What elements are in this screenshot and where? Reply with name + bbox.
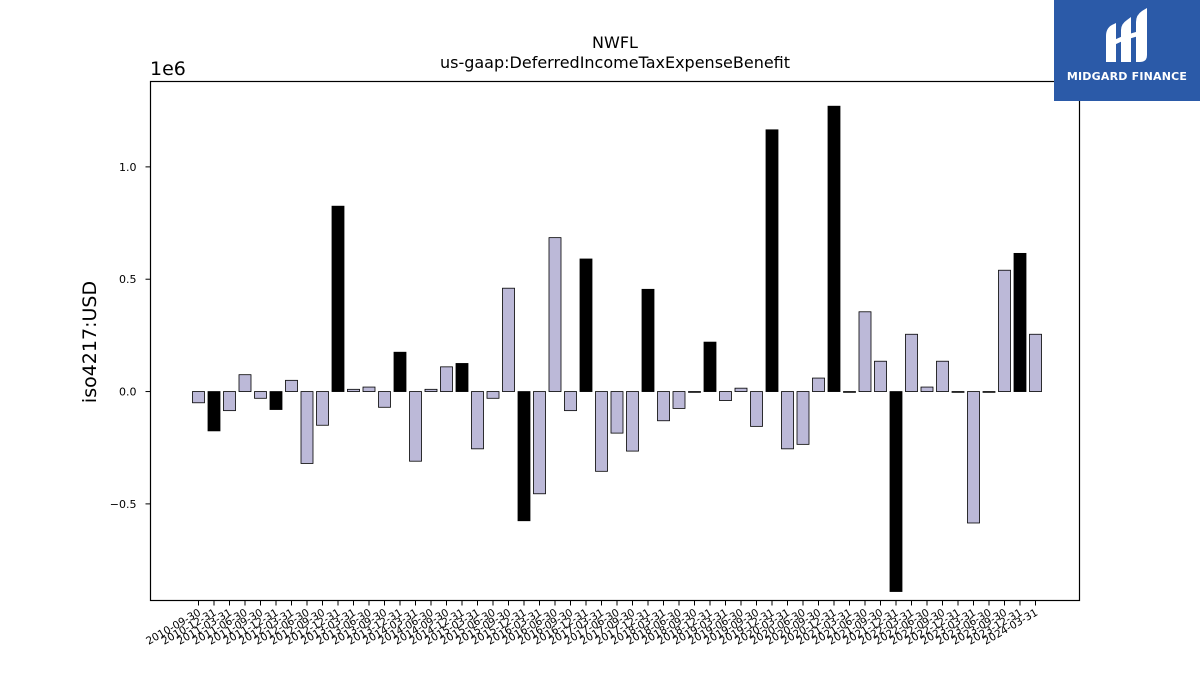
bar-2022-03-31 <box>905 333 918 392</box>
bar-2016-12-31 <box>579 258 593 392</box>
bar-2019-12-31 <box>765 129 779 392</box>
y-tick-label: 1.0 <box>119 161 137 174</box>
bar-2022-09-30 <box>936 360 949 392</box>
bar-2021-06-30 <box>858 311 872 392</box>
y-tick-label: 0.0 <box>119 386 137 399</box>
bar-2021-09-30 <box>874 360 887 392</box>
bar-2018-12-31 <box>703 341 717 392</box>
bar-2010-12-31 <box>207 391 221 432</box>
bar-2019-03-31 <box>719 391 732 401</box>
bar-2018-03-31 <box>657 391 670 422</box>
logo-text: MIDGARD FINANCE <box>1066 70 1188 83</box>
bar-2020-09-30 <box>812 377 825 392</box>
brand-logo: MIDGARD FINANCE <box>1054 0 1200 101</box>
bar-2014-06-30 <box>424 388 438 392</box>
bar-2015-06-30 <box>486 391 500 399</box>
bar-2016-03-31 <box>533 391 546 495</box>
bar-2020-12-31 <box>827 105 841 392</box>
bar-2013-03-31 <box>347 388 360 392</box>
midgard-logo-icon <box>1106 8 1147 62</box>
bar-2019-06-30 <box>734 387 748 392</box>
bar-2017-09-30 <box>626 391 639 452</box>
y-axis-label: iso4217:USD <box>79 281 101 403</box>
bar-2022-06-30 <box>920 386 934 392</box>
x-ticks-group: 2010-09-302010-12-312011-03-312011-06-30… <box>144 600 1040 648</box>
bar-2021-03-31 <box>843 391 856 393</box>
bar-2013-12-31 <box>393 351 407 392</box>
bar-2014-12-31 <box>455 363 469 392</box>
bar-2017-03-31 <box>595 391 608 472</box>
bar-2011-09-30 <box>254 391 267 399</box>
y-tick-label: −0.5 <box>110 498 137 511</box>
y-offset-label: 1e6 <box>150 58 186 80</box>
bar-2020-03-31 <box>781 391 794 450</box>
y-ticks-group: −0.5 0.0 0.5 1.0 <box>110 161 151 511</box>
bar-2021-12-31 <box>889 391 903 592</box>
bar-2012-03-31 <box>285 379 298 392</box>
bar-2014-03-31 <box>409 391 422 462</box>
bar-2015-12-31 <box>517 391 531 522</box>
bar-2016-09-30 <box>564 391 577 412</box>
bar-2011-03-31 <box>223 391 236 412</box>
bar-2010-09-30 <box>192 391 205 404</box>
bar-2015-09-30 <box>502 287 515 392</box>
bar-2019-09-30 <box>750 391 763 427</box>
bars-group <box>192 105 1042 592</box>
bar-2018-06-30 <box>672 391 686 409</box>
bar-2018-09-30 <box>688 391 701 393</box>
bar-2023-09-30 <box>998 269 1011 392</box>
bar-2020-06-30 <box>796 391 810 445</box>
y-tick-label: 0.5 <box>119 273 137 286</box>
bar-2013-09-30 <box>378 391 391 408</box>
bar-2011-06-30 <box>238 374 252 392</box>
bar-2023-06-30 <box>982 391 996 393</box>
bar-2017-12-31 <box>641 288 655 392</box>
bar-2023-12-31 <box>1013 252 1027 392</box>
bar-2012-12-31 <box>331 205 345 392</box>
bar-2017-06-30 <box>610 391 624 434</box>
bar-2023-03-31 <box>967 391 980 524</box>
bar-2024-03-31 <box>1029 333 1042 392</box>
bar-2013-06-30 <box>362 386 376 392</box>
bar-2012-06-30 <box>300 391 314 464</box>
chart-subtitle: us-gaap:DeferredIncomeTaxExpenseBenefit <box>440 53 790 72</box>
bar-2012-09-30 <box>316 391 329 426</box>
bar-2011-12-31 <box>269 391 283 410</box>
bar-2016-06-30 <box>548 237 562 392</box>
plot-frame <box>149 80 1081 602</box>
bar-2014-09-30 <box>440 366 453 392</box>
chart-title: NWFL <box>592 33 638 52</box>
bar-2022-12-31 <box>951 391 965 393</box>
bar-2015-03-31 <box>471 391 484 450</box>
